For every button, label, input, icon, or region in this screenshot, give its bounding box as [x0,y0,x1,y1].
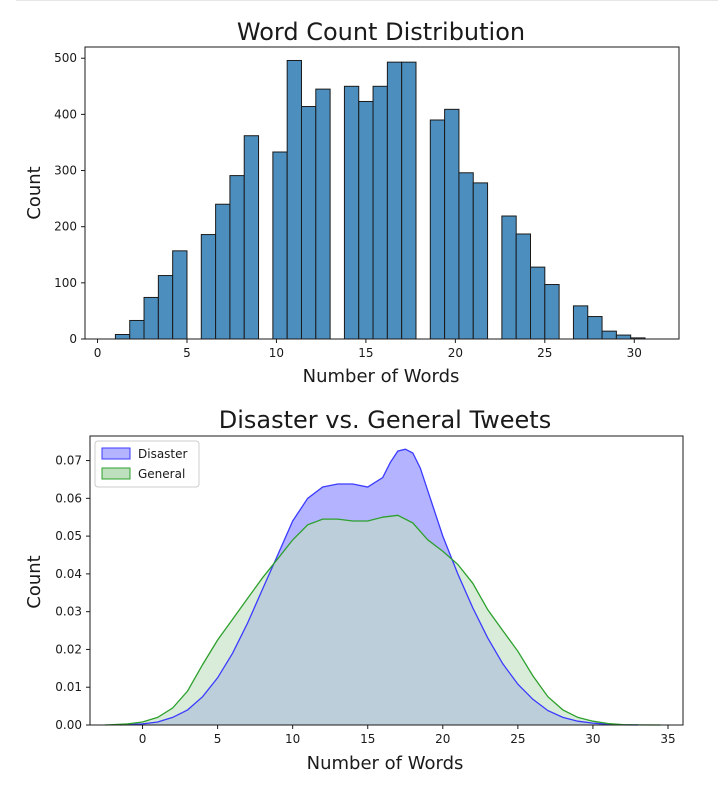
legend-swatch-disaster [101,447,131,460]
chart-title: Word Count Distribution [237,18,525,46]
bars [114,59,646,340]
y-tick-label: 500 [54,51,77,65]
density-line-general [104,514,661,726]
histogram-bar [243,135,260,340]
y-axis-label: Count [24,166,45,219]
x-tick-label: 35 [660,732,675,746]
histogram-bar [343,85,360,340]
histogram-bar [286,59,302,340]
x-tick-label: 0 [94,346,102,360]
histogram-bar [601,330,617,340]
legend-label-general: General [138,467,185,481]
x-tick-label: 15 [360,732,375,746]
histogram-chart: Word Count Distribution 0 5 10 15 20 25 30 0 10… [24,18,680,387]
y-tick-label: 200 [54,220,77,234]
legend: Disaster General [94,440,200,488]
y-tick-label: 0.07 [55,454,82,468]
histogram-bar [401,61,417,340]
density-line-disaster [119,448,639,726]
legend-label-disaster: Disaster [138,447,188,461]
histogram-bar [530,266,546,340]
density-areas [104,448,661,726]
histogram-bar [515,233,532,340]
legend-swatch-general [101,467,131,480]
cell-divider [16,0,718,5]
histogram-bar [172,250,188,340]
y-ticks: 0.00 0.01 0.02 0.03 0.04 0.05 0.06 0.07 [55,454,90,732]
x-tick-label: 25 [510,732,525,746]
histogram-bar [372,85,388,340]
histogram-bar [229,175,245,340]
x-tick-label: 25 [537,346,552,360]
y-tick-label: 0.06 [55,491,82,505]
histogram-bar [143,296,159,340]
y-tick-label: 0.04 [55,567,82,581]
plot-frame [84,46,680,340]
histogram-bar [272,151,288,340]
x-axis-label: Number of Words [303,366,460,387]
histogram-bar [472,182,489,340]
histogram-bar [129,319,145,340]
kde-chart: Disaster vs. General Tweets 0 5 10 15 20 25 30… [24,406,684,774]
histogram-bar [544,284,560,340]
y-tick-label: 0.00 [55,718,82,732]
histogram-bar [315,88,331,340]
histogram-bar [572,305,589,340]
chart-title: Disaster vs. General Tweets [219,406,551,434]
histogram-bar [458,172,474,340]
histogram-bar [300,106,317,340]
histogram-bar [587,316,603,340]
y-ticks: 0 100 200 300 400 500 [54,51,85,346]
y-tick-label: 0.05 [55,529,82,543]
density-area-general [105,515,661,725]
plot-frame [89,435,684,726]
y-tick-label: 0.01 [55,680,82,694]
y-tick-label: 0.02 [55,642,82,656]
histogram-bar [215,203,231,340]
x-tick-label: 30 [627,346,642,360]
x-tick-label: 0 [139,732,147,746]
y-tick-label: 0 [69,332,77,346]
x-tick-label: 20 [448,346,463,360]
histogram-bar [200,234,217,340]
x-tick-label: 10 [269,346,284,360]
histogram-bar [444,108,460,340]
histogram-bar [386,61,403,340]
y-tick-label: 0.03 [55,605,82,619]
x-axis-label: Number of Words [307,753,464,774]
x-tick-label: 30 [585,732,600,746]
y-tick-label: 300 [54,164,77,178]
histogram-bar [358,100,374,340]
x-tick-label: 5 [183,346,191,360]
histogram-bar [615,334,632,340]
x-tick-label: 15 [358,346,373,360]
x-ticks: 0 5 10 15 20 25 30 [94,339,642,360]
x-tick-label: 20 [435,732,450,746]
histogram-bar [501,215,517,340]
x-tick-label: 5 [214,732,222,746]
y-axis-label: Count [24,555,45,608]
histogram-bar [114,334,131,340]
x-tick-label: 10 [285,732,300,746]
histogram-bar [429,119,446,340]
histogram-bar [157,275,174,340]
y-tick-label: 100 [54,276,77,290]
y-tick-label: 400 [54,107,77,121]
x-ticks: 0 5 10 15 20 25 30 35 [139,725,676,746]
